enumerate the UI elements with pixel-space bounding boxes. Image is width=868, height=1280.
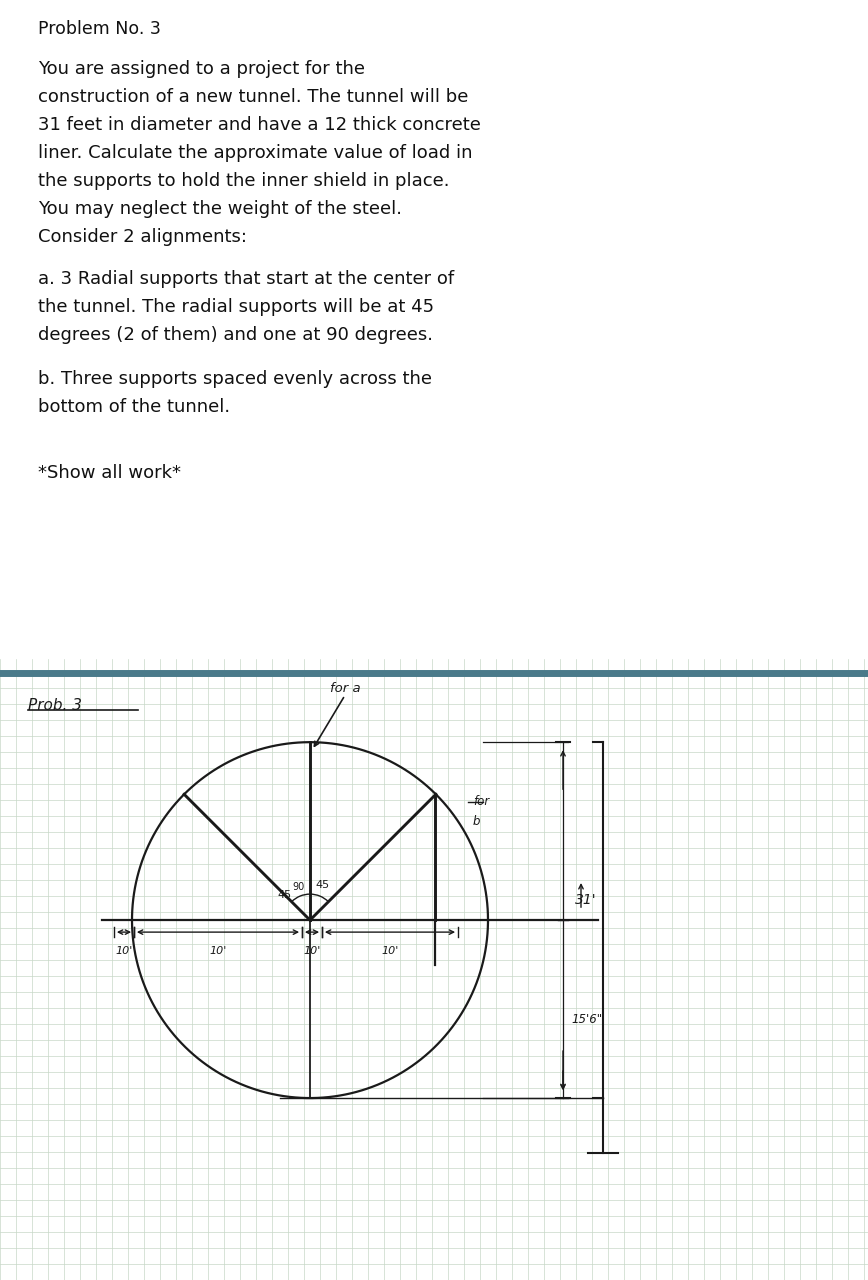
Text: Problem No. 3: Problem No. 3: [38, 20, 161, 38]
Text: for a: for a: [330, 682, 360, 695]
Text: You may neglect the weight of the steel.: You may neglect the weight of the steel.: [38, 200, 402, 218]
Text: 31 feet in diameter and have a 12 thick concrete: 31 feet in diameter and have a 12 thick …: [38, 116, 481, 134]
Text: 10': 10': [381, 946, 398, 956]
Text: 10': 10': [209, 946, 227, 956]
Text: the tunnel. The radial supports will be at 45: the tunnel. The radial supports will be …: [38, 298, 434, 316]
Text: *Show all work*: *Show all work*: [38, 465, 181, 483]
Text: construction of a new tunnel. The tunnel will be: construction of a new tunnel. The tunnel…: [38, 88, 469, 106]
Text: a. 3 Radial supports that start at the center of: a. 3 Radial supports that start at the c…: [38, 270, 454, 288]
Text: bottom of the tunnel.: bottom of the tunnel.: [38, 398, 230, 416]
Text: b. Three supports spaced evenly across the: b. Three supports spaced evenly across t…: [38, 370, 432, 388]
Text: Consider 2 alignments:: Consider 2 alignments:: [38, 228, 247, 246]
Text: 90: 90: [293, 882, 305, 892]
Text: You are assigned to a project for the: You are assigned to a project for the: [38, 60, 365, 78]
Text: the supports to hold the inner shield in place.: the supports to hold the inner shield in…: [38, 172, 450, 189]
Text: b: b: [473, 815, 481, 828]
Text: 10': 10': [115, 946, 133, 956]
Text: Prob. 3: Prob. 3: [28, 698, 82, 713]
Text: degrees (2 of them) and one at 90 degrees.: degrees (2 of them) and one at 90 degree…: [38, 325, 433, 343]
Text: 45: 45: [277, 890, 291, 900]
Text: 10': 10': [304, 946, 320, 956]
Text: 45: 45: [315, 881, 329, 890]
Text: for: for: [473, 795, 490, 808]
Text: liner. Calculate the approximate value of load in: liner. Calculate the approximate value o…: [38, 143, 472, 161]
Text: 31': 31': [575, 893, 596, 908]
Text: 15'6": 15'6": [571, 1012, 602, 1025]
